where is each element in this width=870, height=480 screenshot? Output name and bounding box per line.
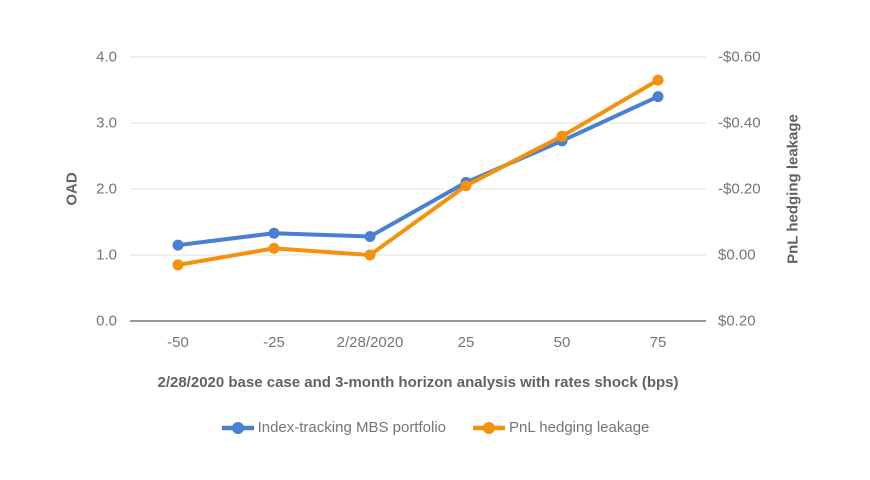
- x-tick-label: -50: [167, 334, 189, 351]
- y-left-tick-label: 3.0: [96, 114, 117, 132]
- x-axis-title: 2/28/2020 base case and 3-month horizon …: [157, 374, 679, 391]
- data-point-marker: [172, 259, 184, 271]
- data-point-marker: [268, 242, 280, 254]
- series-line-1: [177, 78, 660, 267]
- data-point-marker: [652, 74, 664, 86]
- y-right-tick-label: $0.00: [718, 246, 756, 264]
- y-right-tick-label: -$0.20: [718, 180, 761, 198]
- y-right-tick-label: -$0.60: [718, 48, 761, 66]
- data-point-marker: [268, 227, 280, 239]
- data-point-marker: [364, 231, 376, 243]
- series-line-0: [177, 94, 659, 248]
- legend-item-0: Index-tracking MBS portfolio: [221, 420, 446, 435]
- y-axis-right-title: PnL hedging leakage: [784, 114, 802, 264]
- legend-marker-icon: [473, 421, 505, 434]
- y-left-tick-label: 1.0: [96, 246, 117, 264]
- legend-marker-icon: [221, 421, 254, 434]
- y-left-tick-label: 2.0: [96, 180, 117, 198]
- x-tick-label: 25: [457, 334, 475, 351]
- x-tick-label: 75: [649, 334, 667, 351]
- x-tick-label: -25: [263, 334, 285, 351]
- y-right-tick-label: -$0.40: [718, 114, 761, 132]
- data-point-marker: [652, 91, 664, 103]
- y-right-tick-label: $0.20: [718, 312, 756, 330]
- y-left-tick-label: 0.0: [96, 312, 117, 330]
- y-left-tick-label: 4.0: [96, 48, 117, 66]
- y-axis-left-title: OAD: [63, 172, 81, 206]
- chart-legend: Index-tracking MBS portfolio PnL hedging …: [0, 420, 870, 435]
- legend-label: PnL hedging leakage: [509, 419, 650, 436]
- data-point-marker: [172, 239, 184, 251]
- legend-label: Index-tracking MBS portfolio: [257, 419, 446, 436]
- x-tick-label: 50: [553, 334, 571, 351]
- data-point-marker: [460, 180, 472, 192]
- x-tick-label: 2/28/2020: [336, 334, 404, 351]
- data-point-marker: [364, 249, 376, 261]
- data-point-marker: [556, 130, 568, 142]
- legend-item-1: PnL hedging leakage: [472, 420, 649, 435]
